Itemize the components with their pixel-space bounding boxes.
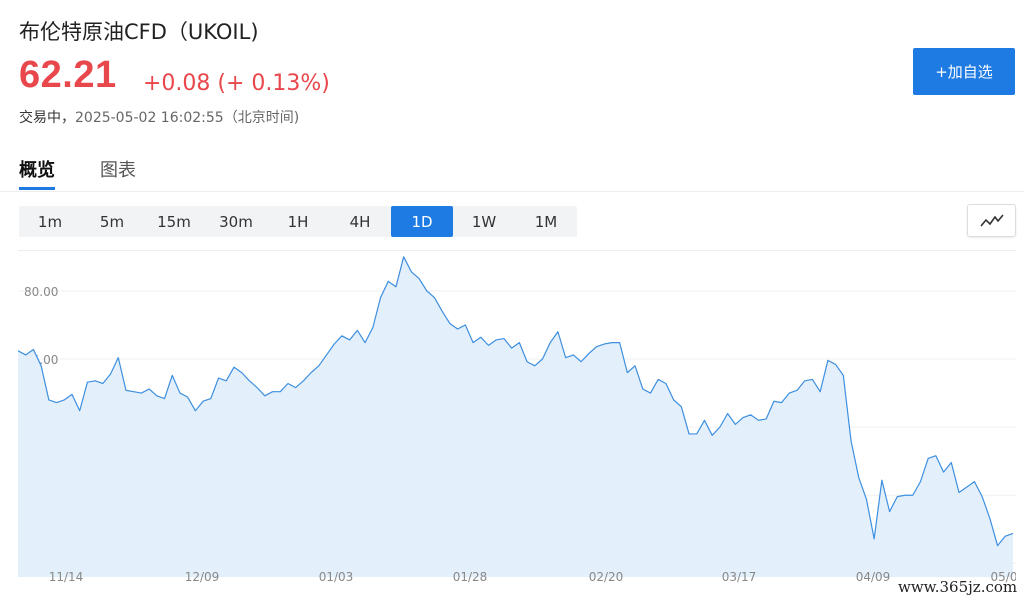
x-tick-label: 11/14 [49, 570, 84, 584]
trading-status: 交易中，2025-05-02 16:02:55（北京时间) [19, 107, 299, 127]
interval-1h[interactable]: 1H [287, 212, 309, 231]
x-tick-label: 05/0 [991, 570, 1016, 584]
x-tick-label: 02/20 [589, 570, 624, 584]
x-tick-label: 04/09 [856, 570, 891, 584]
interval-1mo[interactable]: 1M [534, 212, 558, 231]
interval-30m[interactable]: 30m [219, 212, 253, 231]
price-area [18, 256, 1013, 577]
status-label: 交易中， [19, 110, 75, 126]
interval-1d[interactable]: 1D [391, 206, 453, 237]
tab-overview[interactable]: 概览 [19, 156, 55, 190]
line-chart-icon [979, 213, 1004, 227]
interval-selector: 1m 5m 15m 30m 1H 4H 1D 1W 1M [19, 206, 577, 237]
tabs-divider [0, 191, 1024, 192]
x-tick-label: 12/09 [185, 570, 220, 584]
price-line [18, 256, 1014, 547]
interval-4h[interactable]: 4H [349, 212, 371, 231]
section-tabs: 概览 图表 [19, 156, 136, 190]
interval-15m[interactable]: 15m [157, 212, 191, 231]
instrument-title: 布伦特原油CFD（UKOIL) [19, 20, 259, 44]
x-tick-label: 01/03 [319, 570, 354, 584]
y-tick-label: 80.00 [24, 285, 58, 299]
price-chart: 80.0075.0070.0065.0060.0011/1412/0901/03… [18, 250, 1016, 584]
price-change: +0.08 (+ 0.13%) [143, 71, 330, 96]
tab-chart[interactable]: 图表 [100, 160, 136, 181]
x-tick-label: 03/17 [722, 570, 757, 584]
status-timestamp: 2025-05-02 16:02:55（北京时间) [75, 110, 300, 126]
current-price: 62.21 [19, 54, 117, 96]
add-to-watchlist-button[interactable]: +加自选 [913, 48, 1015, 95]
x-tick-label: 01/28 [453, 570, 488, 584]
interval-1w[interactable]: 1W [471, 212, 497, 231]
watermark: www.365jz.com [898, 578, 1018, 596]
interval-5m[interactable]: 5m [99, 212, 125, 231]
chart-type-button[interactable] [967, 204, 1016, 237]
interval-1m[interactable]: 1m [37, 212, 63, 231]
